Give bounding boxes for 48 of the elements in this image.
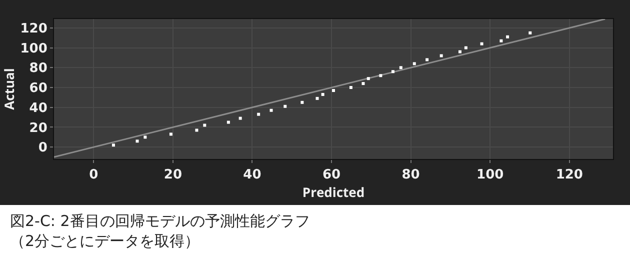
x-tick-label: 120 xyxy=(556,168,583,183)
point xyxy=(195,128,198,132)
point xyxy=(464,46,468,50)
point xyxy=(399,66,402,70)
y-tick-label: 80 xyxy=(29,61,48,76)
y-axis-title: Actual xyxy=(0,68,18,110)
point xyxy=(500,39,503,42)
x-tick-label: 20 xyxy=(164,168,182,183)
point xyxy=(379,74,382,78)
point xyxy=(362,82,365,86)
x-tick-label: 0 xyxy=(89,168,98,183)
caption: 図2-C: 2番目の回帰モデルの予測性能グラフ xyxy=(10,211,311,231)
y-tick-label: 120 xyxy=(20,21,48,36)
point xyxy=(270,108,273,112)
point xyxy=(144,136,147,139)
point xyxy=(332,88,335,92)
point xyxy=(300,100,304,104)
point xyxy=(284,104,287,108)
point xyxy=(203,124,206,127)
point xyxy=(321,92,324,96)
point xyxy=(506,35,510,38)
point xyxy=(458,50,462,54)
point xyxy=(238,116,242,120)
point xyxy=(169,132,172,136)
point xyxy=(366,77,370,80)
x-tick-label: 80 xyxy=(402,168,420,183)
y-tick-label: 100 xyxy=(20,41,48,56)
point xyxy=(257,112,260,116)
x-tick-label: 60 xyxy=(322,168,341,183)
point xyxy=(136,140,139,143)
x-tick-label: 100 xyxy=(476,168,504,183)
x-axis-title: Predicted xyxy=(302,183,365,202)
point xyxy=(412,62,416,66)
y-tick-label: 60 xyxy=(29,81,48,96)
y-tick-label: 20 xyxy=(29,120,48,136)
point xyxy=(426,58,429,62)
y-tick-label: 40 xyxy=(29,100,48,116)
point xyxy=(440,54,443,58)
point xyxy=(316,96,319,100)
point xyxy=(391,70,394,74)
y-tick-label: 0 xyxy=(38,140,48,156)
point xyxy=(349,86,352,90)
x-tick-label: 40 xyxy=(243,168,262,183)
point xyxy=(528,31,532,34)
point xyxy=(226,120,230,124)
point xyxy=(480,42,484,46)
point xyxy=(112,144,115,147)
text: （2分ごとにデータを取得） xyxy=(10,231,201,251)
